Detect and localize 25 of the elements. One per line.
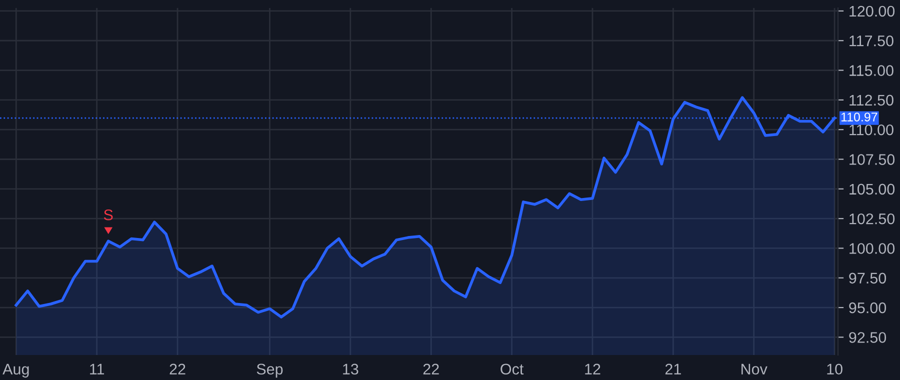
y-tick-label: 120.00 [850,6,895,17]
y-tick-label: 102.50 [850,213,895,224]
y-tick-label: 100.00 [850,243,895,254]
x-tick-label: 11 [90,364,104,374]
x-tick-label: 22 [170,364,186,374]
annotation: S [104,209,113,220]
x-tick-label: Sep [256,364,283,378]
y-tick-label: 105.00 [850,184,895,195]
x-tick-label: 22 [423,364,439,374]
y-tick-label: 95.00 [849,302,886,314]
y-tick-label: 115.00 [850,65,894,76]
y-tick-label: 92.50 [849,332,886,343]
y-tick-label: 112.50 [850,94,894,106]
x-tick-label: 12 [585,364,600,374]
y-tick-label: 117.50 [850,35,894,46]
y-tick-label: 110.00 [850,124,894,136]
x-tick-label: Nov [742,364,768,375]
ref-line-label: 110.97 [841,112,878,122]
x-tick-label: 21 [665,364,681,374]
x-tick-label: 10 [827,364,842,375]
x-tick-label: Oct [500,364,524,375]
x-tick-label: 13 [343,364,358,375]
y-tick-label: 107.50 [850,154,895,165]
y-tick-label: 97.50 [849,272,886,284]
x-tick-label: Aug [2,364,29,378]
